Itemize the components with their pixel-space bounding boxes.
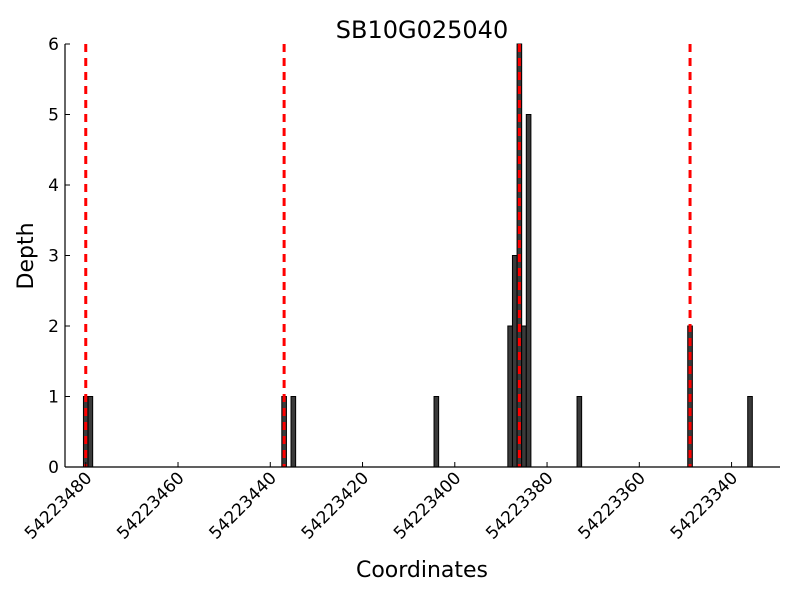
x-tick-label: 54223440 — [205, 468, 280, 543]
x-tick-label: 54223420 — [298, 468, 373, 543]
bar — [576, 396, 583, 468]
bar — [507, 325, 513, 468]
bar — [747, 396, 753, 468]
x-tick-label: 54223460 — [113, 468, 188, 543]
y-tick-label: 3 — [48, 247, 59, 267]
bar — [511, 255, 518, 468]
y-tick-label: 2 — [48, 317, 59, 337]
y-tick-label: 4 — [48, 176, 59, 196]
chart-title: SB10G025040 — [336, 16, 508, 44]
x-axis-label: Coordinates — [356, 558, 488, 583]
y-axis-label: Depth — [14, 222, 39, 289]
bar — [525, 114, 532, 468]
x-tick-label: 54223340 — [667, 468, 742, 543]
y-tick-label: 5 — [48, 106, 59, 126]
bar — [87, 396, 94, 468]
bar — [290, 396, 297, 468]
x-tick-label: 54223480 — [21, 468, 96, 543]
bar — [433, 396, 440, 468]
y-tick-label: 0 — [48, 458, 59, 478]
y-tick-label: 1 — [48, 388, 59, 408]
x-tick-label: 54223380 — [482, 468, 557, 543]
y-tick-label: 6 — [48, 35, 59, 55]
x-tick-label: 54223400 — [390, 468, 465, 543]
x-tick-label: 54223360 — [575, 468, 650, 543]
bar — [521, 325, 527, 468]
